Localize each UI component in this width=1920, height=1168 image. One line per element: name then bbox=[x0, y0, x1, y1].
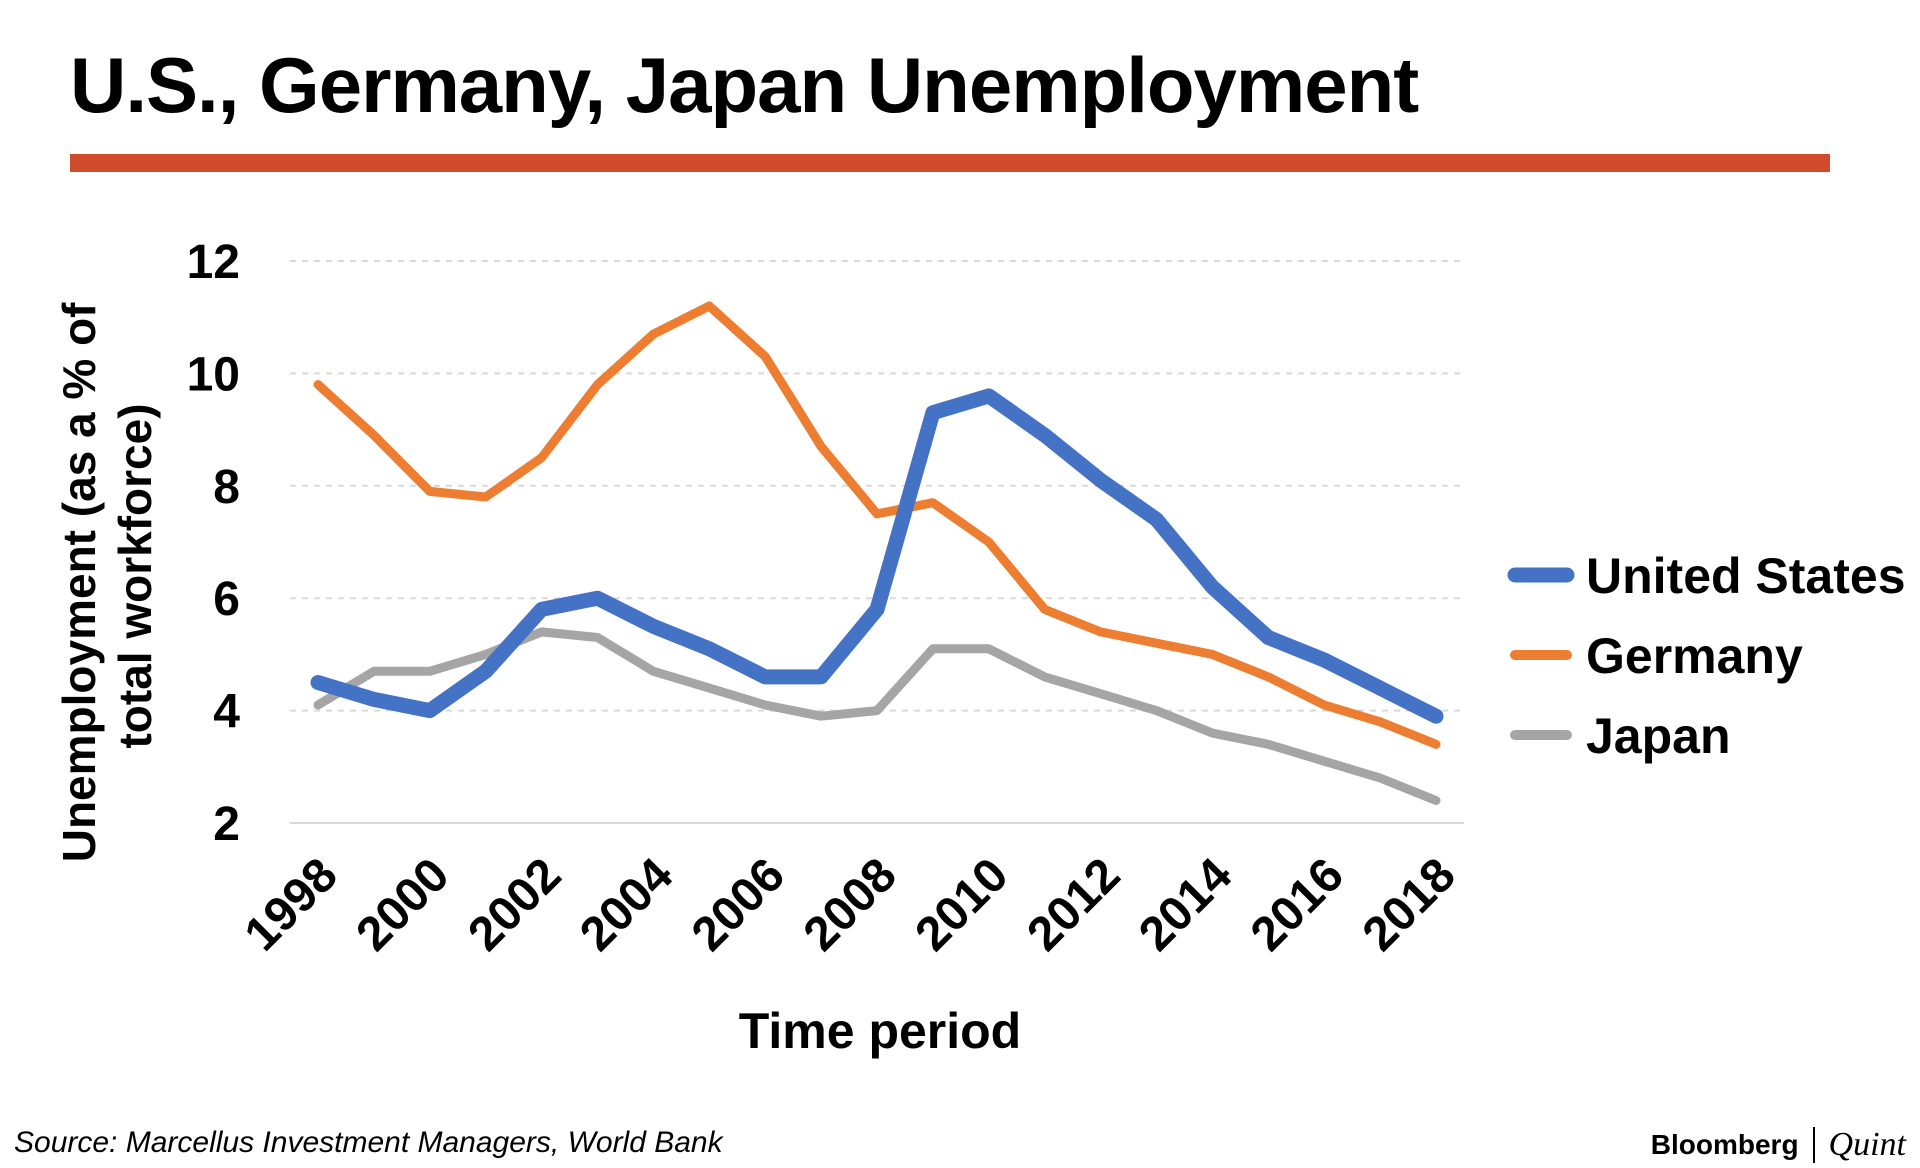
x-tick-2014: 2014 bbox=[1129, 848, 1242, 961]
y-axis-label: Unemployment (as a % of total workforce) bbox=[53, 290, 161, 863]
series-line-united-states bbox=[310, 388, 1444, 724]
y-axis-label-line-2: total workforce) bbox=[109, 403, 161, 748]
x-tick-2002: 2002 bbox=[458, 848, 571, 961]
x-tick-2006: 2006 bbox=[682, 848, 795, 961]
series-line-japan bbox=[313, 627, 1441, 805]
source-note: Source: Marcellus Investment Managers, W… bbox=[14, 1126, 723, 1159]
brand-divider bbox=[1812, 1127, 1815, 1163]
x-tick-1998: 1998 bbox=[235, 848, 348, 961]
y-tick-12: 12 bbox=[187, 236, 240, 289]
x-tick-2000: 2000 bbox=[347, 848, 460, 961]
x-tick-2016: 2016 bbox=[1241, 848, 1354, 961]
x-tick-2008: 2008 bbox=[794, 848, 907, 961]
brand-name: Bloomberg bbox=[1650, 1129, 1799, 1160]
series-lines bbox=[310, 301, 1444, 805]
brand-suffix: Quint bbox=[1828, 1126, 1906, 1163]
y-tick-4: 4 bbox=[213, 686, 240, 739]
x-tick-2004: 2004 bbox=[570, 848, 683, 961]
x-axis-ticks: 1998200020022004200620082010201220142016… bbox=[235, 848, 1466, 961]
x-tick-2012: 2012 bbox=[1017, 848, 1130, 961]
y-tick-6: 6 bbox=[213, 573, 240, 626]
publisher-logo: Bloomberg Quint bbox=[1651, 1126, 1906, 1164]
grid-lines bbox=[290, 260, 1464, 824]
x-tick-2010: 2010 bbox=[906, 848, 1019, 961]
chart-title: U.S., Germany, Japan Unemployment bbox=[70, 41, 1419, 129]
y-axis-ticks: 2 4 6 8 10 12 bbox=[187, 236, 241, 851]
y-tick-8: 8 bbox=[213, 461, 240, 514]
legend-label-united-states: United States bbox=[1586, 548, 1906, 604]
y-tick-2: 2 bbox=[213, 798, 240, 851]
x-tick-2018: 2018 bbox=[1353, 848, 1466, 961]
y-axis-label-line-1: Unemployment (as a % of bbox=[53, 302, 105, 862]
x-axis-label: Time period bbox=[739, 1003, 1021, 1059]
title-underline bbox=[70, 154, 1830, 172]
legend-label-japan: Japan bbox=[1586, 708, 1731, 764]
y-tick-10: 10 bbox=[187, 348, 240, 401]
series-line-germany bbox=[313, 301, 1441, 749]
legend: United States Germany Japan bbox=[1507, 548, 1906, 764]
legend-label-germany: Germany bbox=[1586, 628, 1803, 684]
